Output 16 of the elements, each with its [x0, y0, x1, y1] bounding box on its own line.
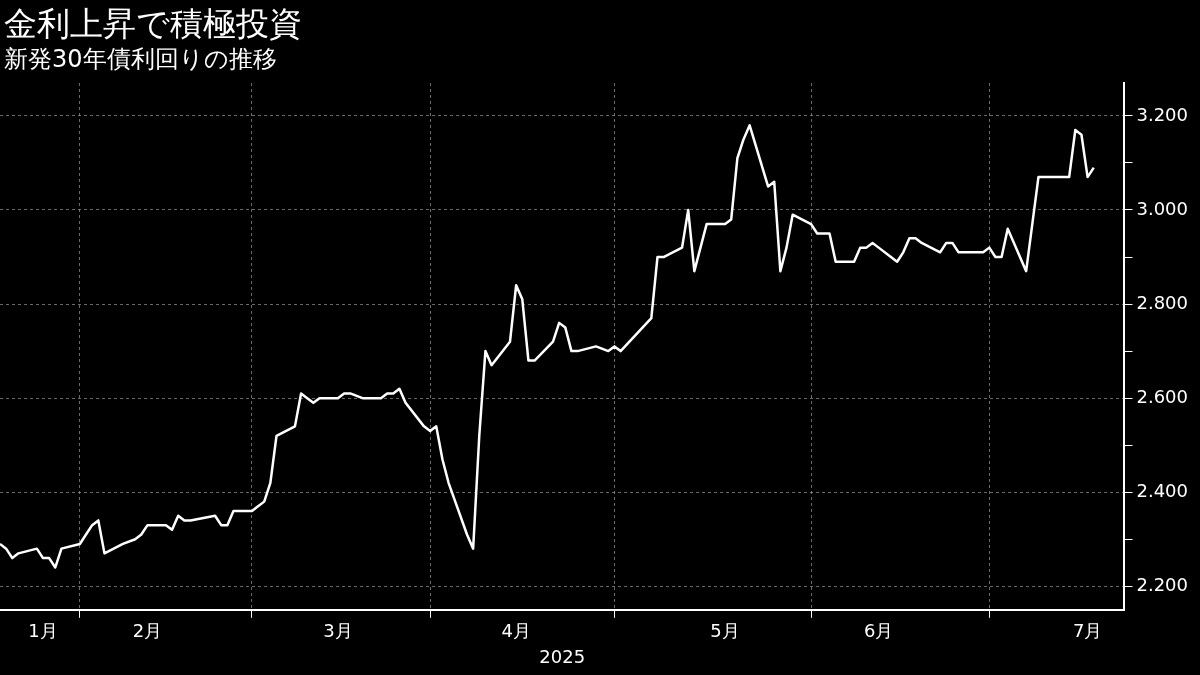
y-tick-label: 2.400 [1136, 479, 1188, 501]
x-tick-label: 4月 [501, 620, 531, 642]
x-tick-label: 2月 [132, 620, 163, 642]
x-axis-title: 2025 [539, 645, 586, 667]
x-tick-label: 6月 [863, 620, 894, 642]
x-tick-label: 7月 [1072, 620, 1103, 642]
y-tick-label: 3.000 [1136, 197, 1188, 219]
x-tick-label: 3月 [323, 620, 353, 642]
y-tick-label: 2.200 [1136, 573, 1188, 595]
x-tick-label: 1月 [28, 620, 58, 642]
y-tick-label: 2.800 [1136, 291, 1188, 313]
chart-subtitle: 新発30年債利回りの推移 [4, 44, 277, 74]
chart-title: 金利上昇で積極投資 [4, 4, 302, 44]
x-tick-label: 5月 [710, 620, 740, 642]
y-tick-label: 3.200 [1136, 103, 1188, 125]
y-tick-label: 2.600 [1136, 385, 1188, 407]
